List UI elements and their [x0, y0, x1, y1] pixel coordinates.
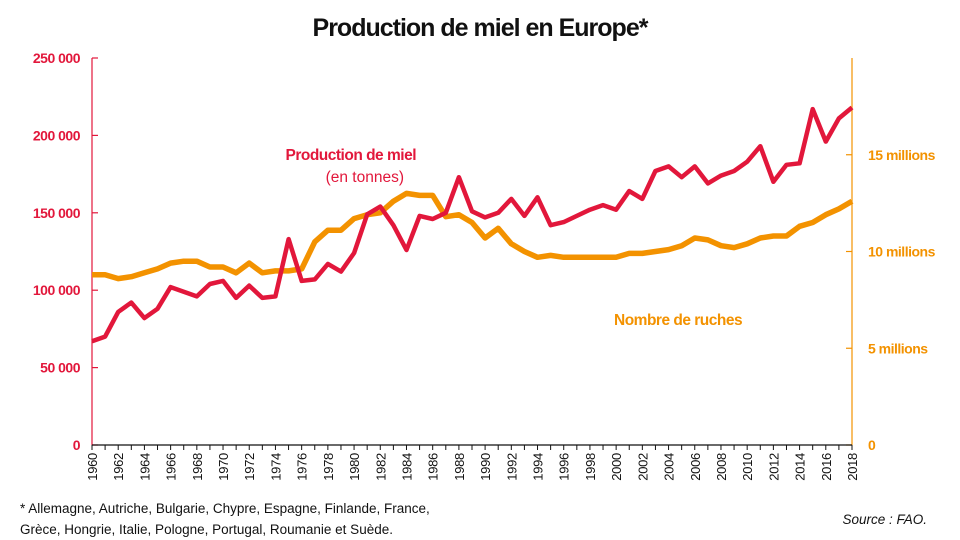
x-axis-tick-label: 2016 [819, 453, 834, 481]
x-axis-tick-label: 1994 [531, 453, 546, 481]
x-axis-tick-label: 2018 [845, 453, 860, 481]
source-note: Source : FAO. [842, 512, 927, 527]
x-axis-tick-label: 1984 [399, 453, 414, 481]
left-axis-tick-label: 200 000 [33, 127, 81, 143]
x-axis-tick-label: 2012 [766, 453, 781, 481]
x-axis-tick-label: 2010 [740, 453, 755, 481]
series-layer [91, 105, 854, 344]
x-axis-tick-label: 2006 [688, 453, 703, 481]
x-axis-tick-label: 1986 [426, 453, 441, 481]
left-axis-tick-label: 100 000 [33, 282, 81, 298]
x-axis-tick-label: 1976 [295, 453, 310, 481]
footnote-line-1: * Allemagne, Autriche, Bulgarie, Chypre,… [20, 501, 430, 516]
x-axis-tick-label: 2014 [793, 453, 808, 481]
series-label-production: Production de miel [285, 147, 416, 164]
left-y-axis: 0 50 000 100 000 150 000 200 000 250 000 [33, 50, 98, 453]
x-axis-tick-label: 1960 [85, 453, 100, 481]
x-axis-tick-label: 1970 [216, 453, 231, 481]
x-axis-tick-label: 1968 [190, 453, 205, 481]
x-axis-tick-label: 1962 [111, 453, 126, 481]
x-axis-tick-label: 1972 [242, 453, 257, 481]
series-line-production [91, 105, 854, 344]
x-axis: 1960 1962 1964 1966 1968 1970 1972 1974 1976 1978… [85, 444, 860, 481]
right-axis-tick-label: 10 millions [868, 244, 936, 260]
series-label-ruches: Nombre de ruches [614, 312, 742, 329]
left-axis-tick-label: 50 000 [40, 360, 81, 376]
footnote-line-2: Grèce, Hongrie, Italie, Pologne, Portuga… [20, 522, 393, 537]
x-axis-tick-label: 1966 [164, 453, 179, 481]
x-axis-tick-label: 2008 [714, 453, 729, 481]
x-axis-tick-label: 1978 [321, 453, 336, 481]
left-axis-tick-label: 150 000 [33, 205, 81, 221]
left-axis-tick-label: 250 000 [33, 50, 81, 66]
left-axis-tick-label: 0 [73, 437, 81, 453]
right-axis-tick-label: 0 [868, 437, 876, 453]
right-axis-tick-label: 15 millions [868, 147, 936, 163]
series-sublabel-production: (en tonnes) [326, 169, 404, 186]
x-axis-tick-label: 1980 [347, 453, 362, 481]
right-axis-tick-label: 5 millions [868, 340, 928, 356]
x-axis-tick-label: 1990 [478, 453, 493, 481]
series-line-ruches [92, 190, 854, 282]
right-y-axis: 0 5 millions 10 millions 15 millions [846, 58, 936, 453]
x-axis-tick-label: 2000 [609, 453, 624, 481]
x-axis-tick-label: 1992 [504, 453, 519, 481]
x-axis-tick-label: 1982 [373, 453, 388, 481]
footnote: * Allemagne, Autriche, Bulgarie, Chypre,… [20, 498, 430, 540]
chart-title: Production de miel en Europe* [312, 14, 649, 42]
x-axis-tick-label: 1996 [557, 453, 572, 481]
x-axis-tick-label: 1988 [452, 453, 467, 481]
x-axis-tick-label: 1964 [137, 453, 152, 481]
x-axis-tick-label: 1998 [583, 453, 598, 481]
x-axis-tick-label: 1974 [268, 453, 283, 481]
x-axis-tick-label: 2002 [635, 453, 650, 481]
x-axis-tick-label: 2004 [662, 453, 677, 481]
